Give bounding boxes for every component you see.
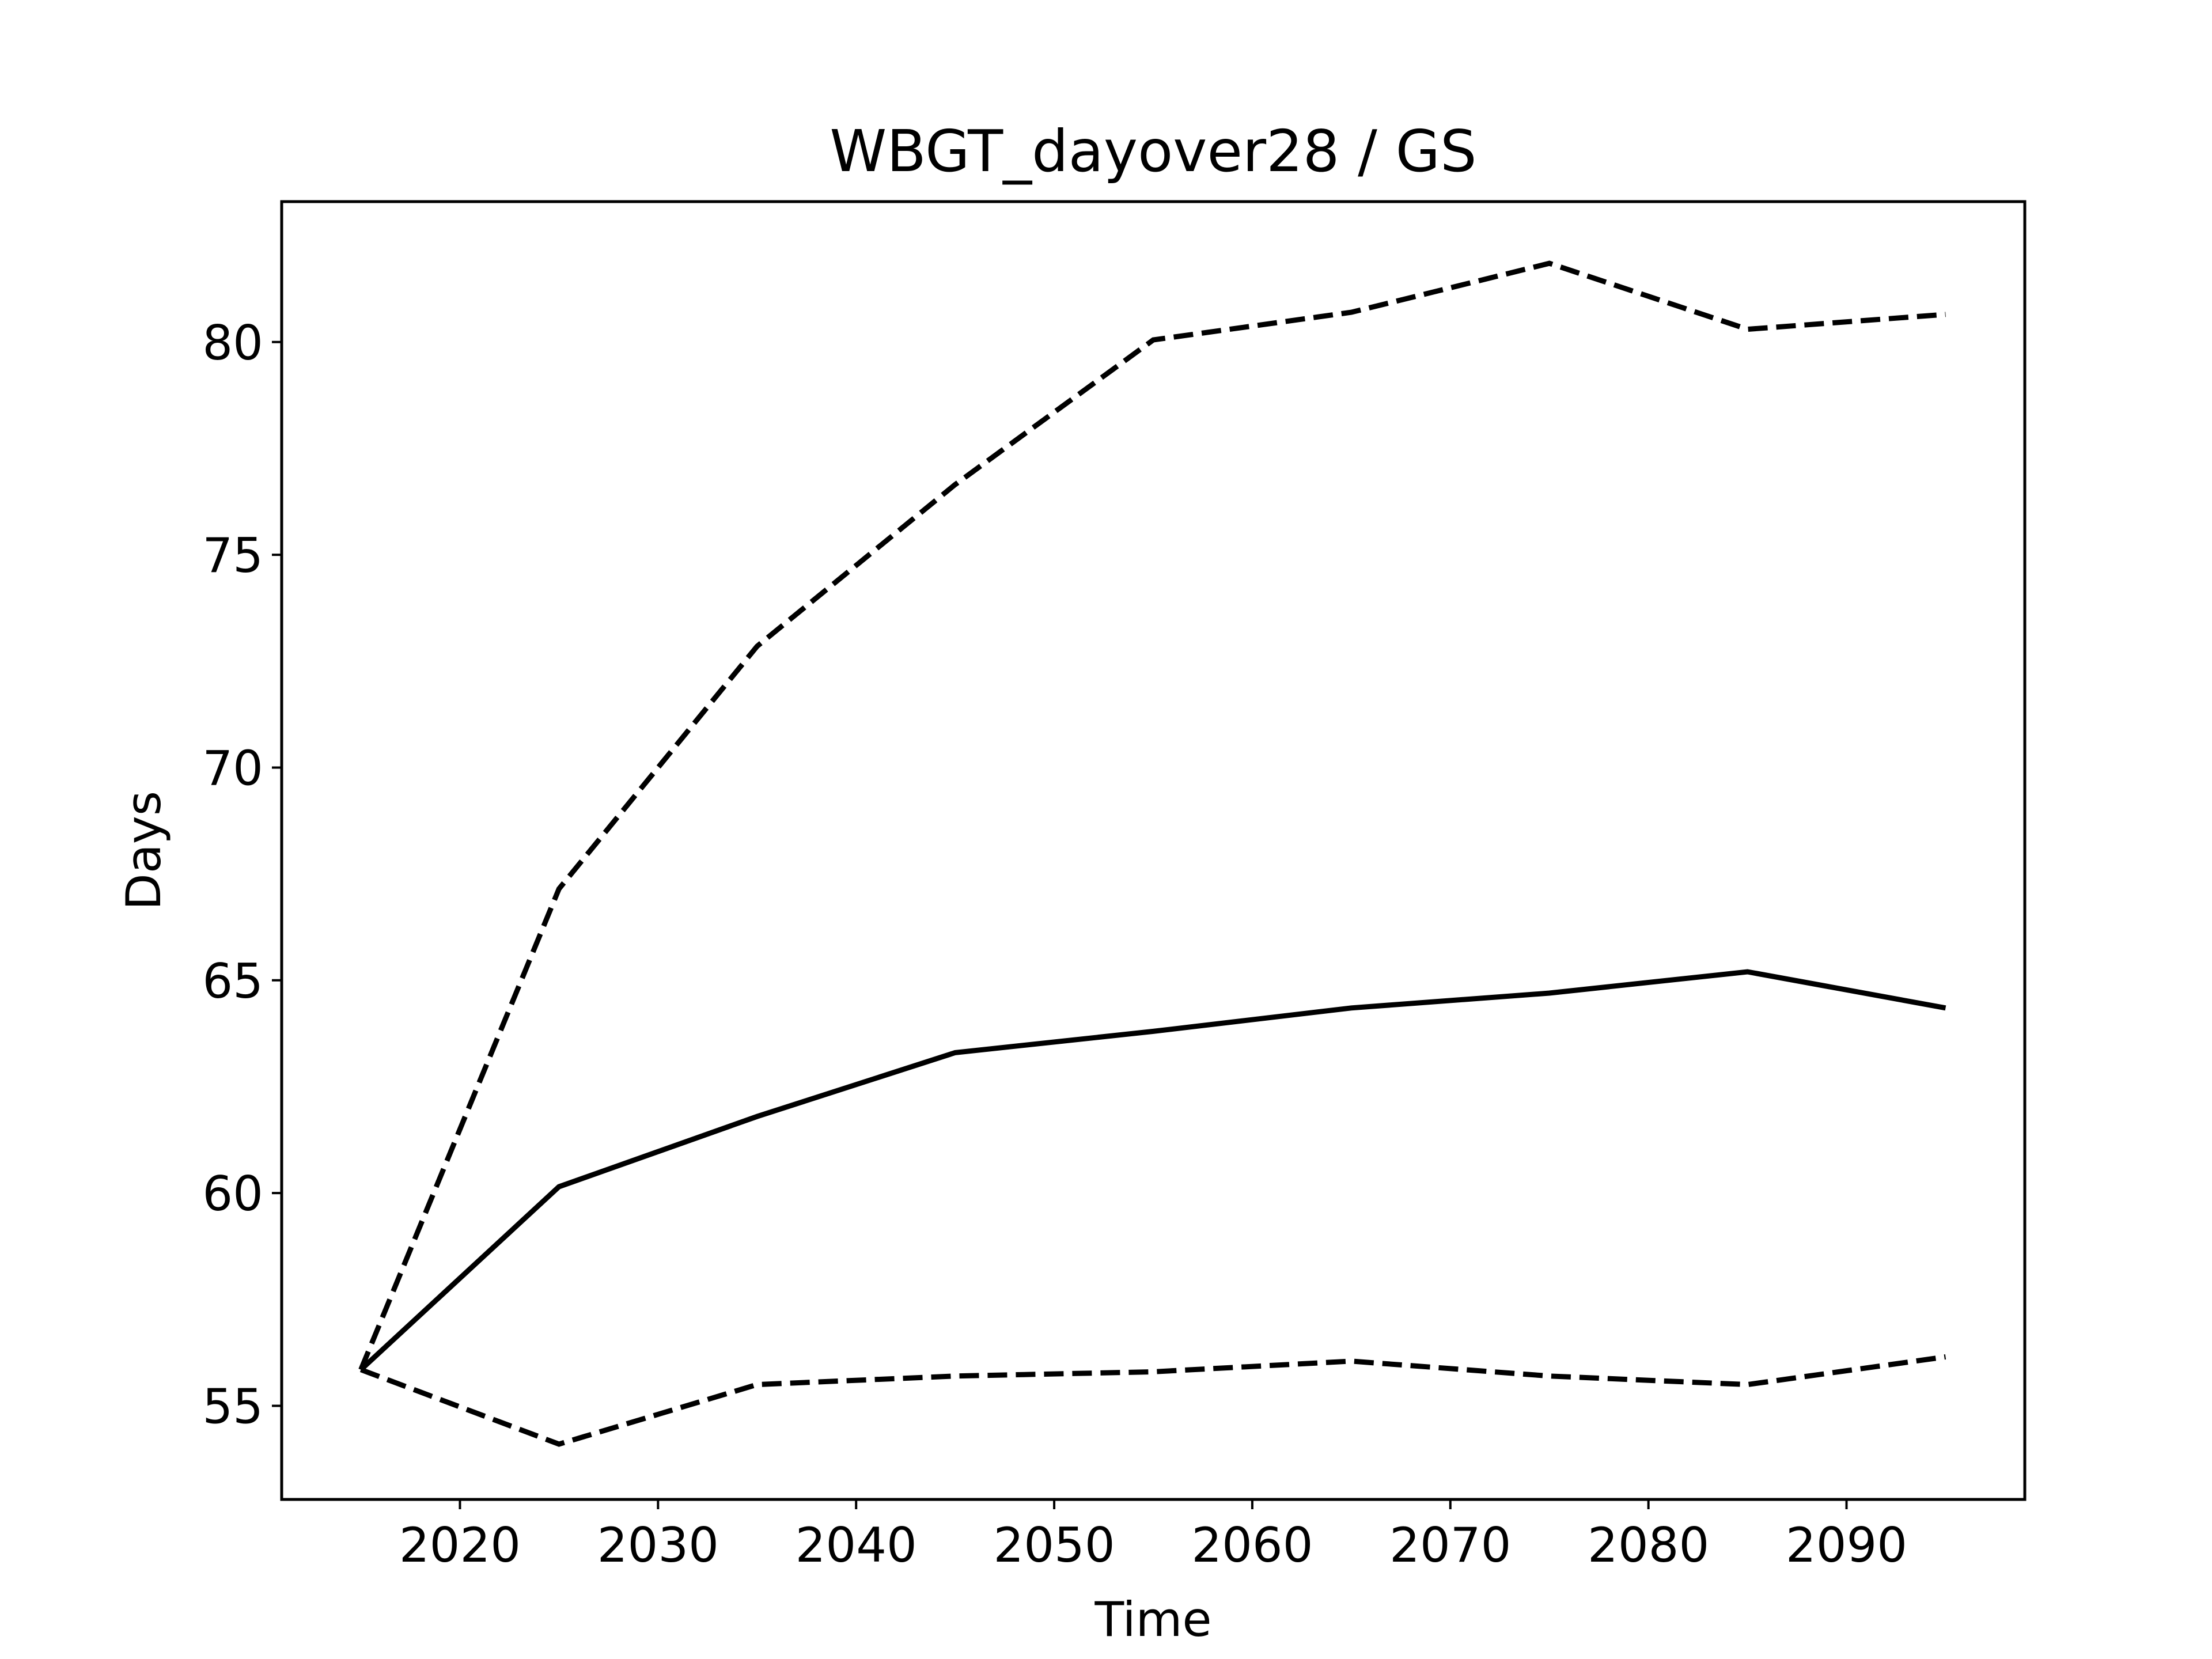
series-line-3 [359, 1354, 1946, 1447]
y-tick-label: 65 [202, 953, 263, 1009]
y-axis: 55 60 65 70 75 80 [202, 315, 282, 1434]
y-tick-label: 80 [202, 315, 263, 371]
y-axis-label: Days [116, 791, 172, 910]
y-tick-label: 70 [202, 740, 263, 796]
x-tick-label: 2070 [1389, 1517, 1511, 1573]
x-tick-label: 2040 [796, 1517, 917, 1573]
series-layer [358, 260, 1946, 1447]
x-tick-label: 2080 [1588, 1517, 1709, 1573]
x-tick-label: 2060 [1191, 1517, 1313, 1573]
y-tick-label: 55 [202, 1378, 263, 1434]
chart-title: WBGT_dayover28 / GS [830, 118, 1476, 185]
x-tick-label: 2050 [993, 1517, 1115, 1573]
series-line-2 [358, 260, 1946, 1371]
x-tick-label: 2030 [597, 1517, 719, 1573]
y-tick-label: 60 [202, 1166, 263, 1222]
y-tick-label: 75 [202, 528, 263, 584]
x-axis: 2020 2030 2040 2050 2060 2070 2080 2090 [399, 1499, 1907, 1573]
plot-frame [280, 200, 2027, 1501]
series-line-1 [359, 969, 1946, 1372]
x-axis-label: Time [1094, 1592, 1211, 1647]
x-tick-label: 2090 [1786, 1517, 1907, 1573]
x-tick-label: 2020 [399, 1517, 521, 1573]
